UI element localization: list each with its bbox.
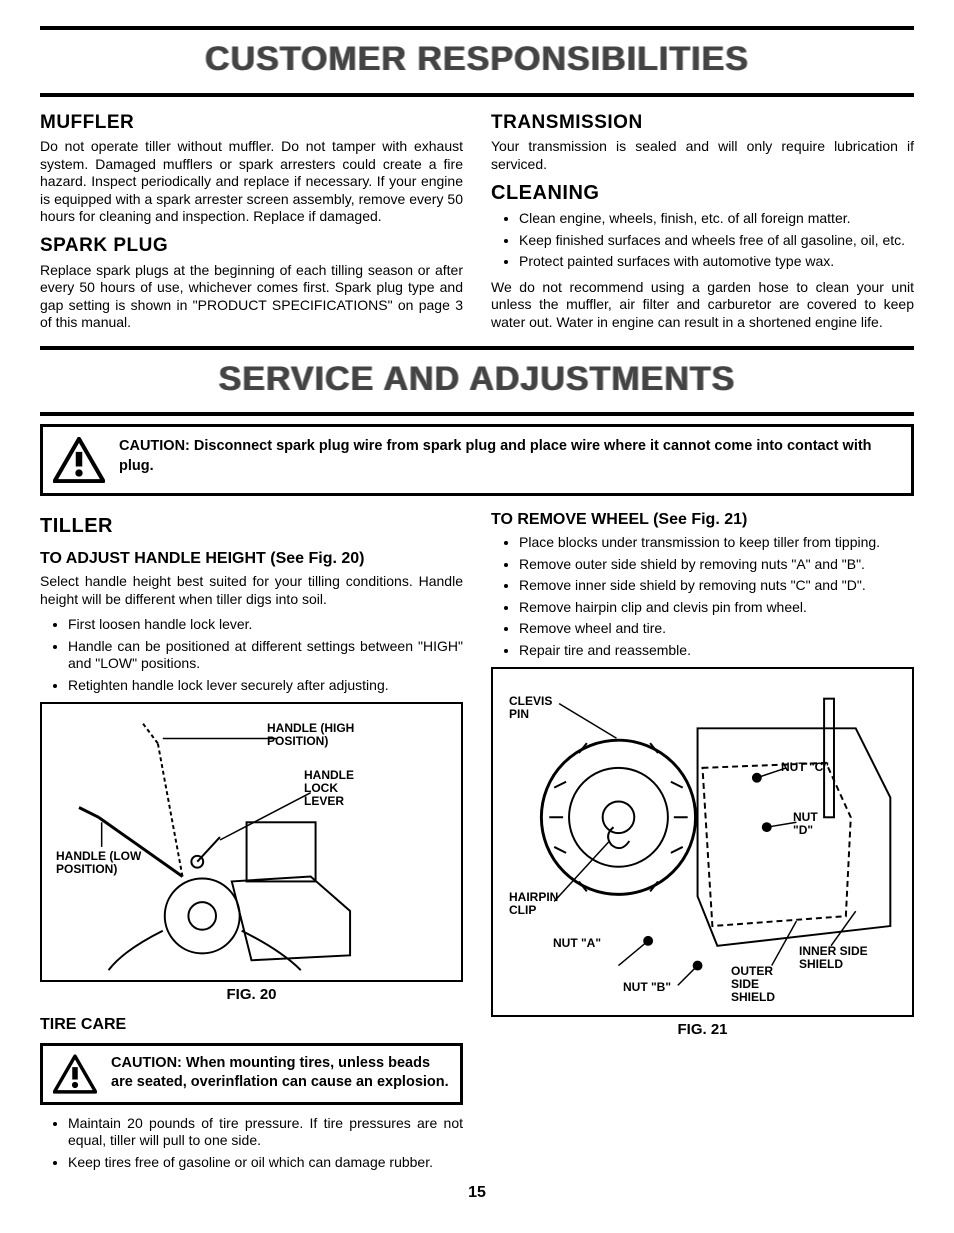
tire-list: Maintain 20 pounds of tire pressure. If … xyxy=(40,1115,463,1172)
wheel-item: Place blocks under transmission to keep … xyxy=(519,534,914,552)
heading-muffler: MUFFLER xyxy=(40,111,463,135)
tire-item: Maintain 20 pounds of tire pressure. If … xyxy=(68,1115,463,1150)
spark-body: Replace spark plugs at the beginning of … xyxy=(40,262,463,332)
cleaning-item: Protect painted surfaces with automotive… xyxy=(519,253,914,271)
cleaning-item: Clean engine, wheels, finish, etc. of al… xyxy=(519,210,914,228)
caution-tire: CAUTION: When mounting tires, unless bea… xyxy=(40,1043,463,1105)
fig21-label-nutc: NUT "C" xyxy=(781,761,829,774)
caution-tire-lead: CAUTION: xyxy=(111,1055,182,1071)
caution-tire-text: CAUTION: When mounting tires, unless bea… xyxy=(111,1054,450,1093)
section1-columns: MUFFLER Do not operate tiller without mu… xyxy=(40,103,914,340)
heading-cleaning: CLEANING xyxy=(491,181,914,206)
adjust-item: Retighten handle lock lever securely aft… xyxy=(68,677,463,695)
heading-tiller: TILLER xyxy=(40,514,463,539)
wheel-item: Remove inner side shield by removing nut… xyxy=(519,577,914,595)
wheel-item: Repair tire and reassemble. xyxy=(519,642,914,660)
wheel-list: Place blocks under transmission to keep … xyxy=(491,534,914,659)
wheel-item: Remove outer side shield by removing nut… xyxy=(519,556,914,574)
cleaning-after: We do not recommend using a garden hose … xyxy=(491,279,914,332)
page-number: 15 xyxy=(40,1183,914,1203)
heading-tire-care: TIRE CARE xyxy=(40,1015,463,1035)
warning-icon xyxy=(53,437,105,483)
col-right-1: TRANSMISSION Your transmission is sealed… xyxy=(491,103,914,340)
fig20-caption: FIG. 20 xyxy=(40,986,463,1005)
caution-lead: CAUTION: xyxy=(119,438,190,454)
cleaning-list: Clean engine, wheels, finish, etc. of al… xyxy=(491,210,914,271)
caution-text: CAUTION: Disconnect spark plug wire from… xyxy=(119,437,897,476)
fig20-label-lock: HANDLE LOCK LEVER xyxy=(304,769,354,809)
cleaning-item: Keep finished surfaces and wheels free o… xyxy=(519,232,914,250)
fig21-caption: FIG. 21 xyxy=(491,1021,914,1040)
wheel-item: Remove wheel and tire. xyxy=(519,620,914,638)
fig21-label-nuta: NUT "A" xyxy=(553,937,601,950)
adjust-item: Handle can be positioned at different se… xyxy=(68,638,463,673)
rule-above-banner2 xyxy=(40,346,914,350)
adjust-item: First loosen handle lock lever. xyxy=(68,616,463,634)
fig21-label-hairpin: HAIRPIN CLIP xyxy=(509,891,558,917)
col-left-1: MUFFLER Do not operate tiller without mu… xyxy=(40,103,463,340)
adjust-intro: Select handle height best suited for you… xyxy=(40,573,463,608)
fig20-label-low: HANDLE (LOW POSITION) xyxy=(56,850,141,876)
heading-adjust-handle: TO ADJUST HANDLE HEIGHT (See Fig. 20) xyxy=(40,549,463,569)
muffler-body: Do not operate tiller without muffler. D… xyxy=(40,138,463,226)
fig20-svg xyxy=(42,704,461,980)
transmission-body: Your transmission is sealed and will onl… xyxy=(491,138,914,173)
banner-service: SERVICE AND ADJUSTMENTS xyxy=(40,356,914,407)
heading-remove-wheel: TO REMOVE WHEEL (See Fig. 21) xyxy=(491,510,914,530)
top-rule xyxy=(40,26,914,30)
wheel-item: Remove hairpin clip and clevis pin from … xyxy=(519,599,914,617)
fig21-label-nutd: NUT "D" xyxy=(793,811,818,837)
fig21-label-nutb: NUT "B" xyxy=(623,981,671,994)
fig21-label-outer: OUTER SIDE SHIELD xyxy=(731,965,775,1005)
figure-20: HANDLE (HIGH POSITION) HANDLE LOCK LEVER… xyxy=(40,702,463,982)
fig20-label-high: HANDLE (HIGH POSITION) xyxy=(267,722,354,748)
fig21-label-clevis: CLEVIS PIN xyxy=(509,695,552,721)
caution-disconnect: CAUTION: Disconnect spark plug wire from… xyxy=(40,424,914,496)
figure-21: CLEVIS PIN NUT "C" NUT "D" HAIRPIN CLIP … xyxy=(491,667,914,1017)
fig21-label-inner: INNER SIDE SHIELD xyxy=(799,945,868,971)
caution-body: Disconnect spark plug wire from spark pl… xyxy=(119,438,872,474)
heading-transmission: TRANSMISSION xyxy=(491,111,914,135)
col-left-2: TILLER TO ADJUST HANDLE HEIGHT (See Fig.… xyxy=(40,506,463,1179)
tire-item: Keep tires free of gasoline or oil which… xyxy=(68,1154,463,1172)
rule-under-banner1 xyxy=(40,93,914,97)
warning-icon xyxy=(53,1054,97,1094)
rule-under-banner2 xyxy=(40,412,914,416)
col-right-2: TO REMOVE WHEEL (See Fig. 21) Place bloc… xyxy=(491,506,914,1179)
heading-spark-plug: SPARK PLUG xyxy=(40,234,463,258)
banner-customer: CUSTOMER RESPONSIBILITIES xyxy=(40,36,914,87)
section2-columns: TILLER TO ADJUST HANDLE HEIGHT (See Fig.… xyxy=(40,506,914,1179)
adjust-list: First loosen handle lock lever. Handle c… xyxy=(40,616,463,694)
